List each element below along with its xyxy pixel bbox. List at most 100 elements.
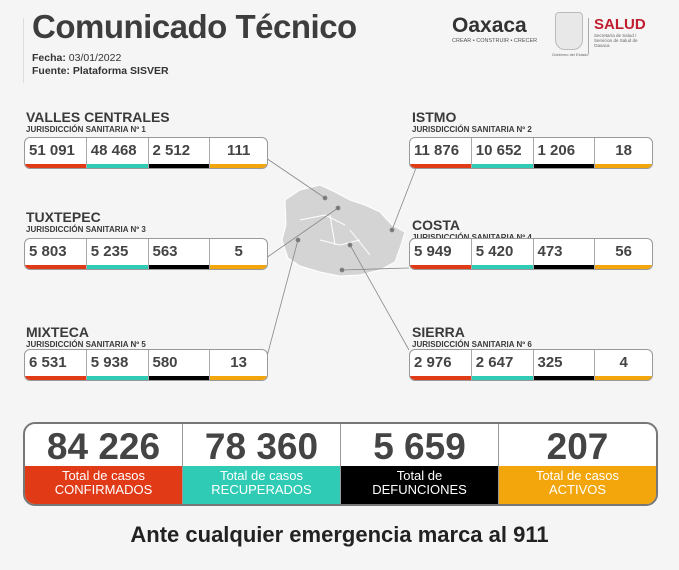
region-confirmados: 2 976 [410,350,472,380]
page-title: Comunicado Técnico [32,8,357,45]
region-name: TUXTEPEC [26,209,101,225]
state-shape [281,184,406,277]
region-confirmados: 5 803 [25,239,87,269]
stat-value: 2 976 [414,354,452,371]
region-defunciones: 563 [148,239,211,269]
total-label-line1: Total de casos [61,468,146,483]
region-confirmados: 51 091 [25,138,87,168]
recuperados-bar [471,164,533,168]
confirmados-bar [410,376,471,380]
activos-bar [210,376,267,380]
oaxaca-logo: Oaxaca CREAR • CONSTRUIR • CRECER [452,14,537,44]
salud-subtitle: Secretaría de Salud / Servicios de Salud… [594,33,638,48]
region-recuperados: 5 420 [471,239,534,269]
stat-value: 563 [152,243,178,260]
defunciones-bar [148,164,210,168]
region-stats: 2 976 2 647 325 4 [409,349,653,381]
region-stats: 5 949 5 420 473 56 [409,238,653,270]
total-label-line2: DEFUNCIONES [372,482,467,497]
activos-bar [210,265,267,269]
confirmados-bar [25,265,86,269]
total-defunciones: 5 659 Total de DEFUNCIONES [341,424,499,504]
salud-logo: SALUD Secretaría de Salud / Servicios de… [594,16,650,48]
total-value: 84 226 [46,426,161,467]
total-activos: 207 Total de casos ACTIVOS [499,424,656,504]
activos-bar [210,164,267,168]
region-jurisdiction: JURISDICCIÓN SANITARIA Nº 2 [412,125,532,134]
stat-value: 13 [230,354,247,371]
region-activos: 18 [595,138,652,168]
confirmados-bar [410,265,471,269]
stat-value: 6 531 [29,354,67,371]
total-label-line1: Total de casos [535,468,620,483]
region-stats: 6 531 5 938 580 13 [24,349,268,381]
total-label: Total de casos ACTIVOS [499,466,656,504]
defunciones-bar [148,376,210,380]
region-recuperados: 48 468 [86,138,149,168]
activos-bar [595,265,652,269]
stat-value: 5 420 [475,243,514,260]
total-label-line2: RECUPERADOS [211,482,312,497]
defunciones-bar [533,265,595,269]
region-jurisdiction: JURISDICCIÓN SANITARIA Nº 3 [26,225,146,234]
total-label-line2: ACTIVOS [548,482,607,497]
confirmados-bar [410,164,471,168]
confirmados-bar [25,376,86,380]
region-activos: 56 [595,239,652,269]
recuperados-bar [86,265,148,269]
stat-value: 56 [615,243,632,260]
region-stats: 5 803 5 235 563 5 [24,238,268,270]
oaxaca-wordmark: Oaxaca [452,14,527,37]
emergency-message: Ante cualquier emergencia marca al 911 [130,522,549,547]
total-confirmados: 84 226 Total de casos CONFIRMADOS [25,424,183,504]
defunciones-bar [533,164,595,168]
total-label-line1: Total de [396,468,443,483]
stat-value: 325 [537,354,563,371]
stat-value: 5 [234,243,243,260]
stat-value: 51 091 [29,142,75,159]
region-confirmados: 6 531 [25,350,87,380]
stat-value: 2 647 [475,354,514,371]
stat-value: 18 [615,142,632,159]
total-label-line1: Total de casos [219,468,304,483]
recuperados-bar [86,164,148,168]
recuperados-bar [471,265,533,269]
stat-value: 580 [152,354,178,371]
region-recuperados: 5 235 [86,239,149,269]
region-jurisdiction: JURISDICCIÓN SANITARIA Nº 6 [412,340,532,349]
stat-value: 4 [619,354,628,371]
defunciones-bar [533,376,595,380]
source: Fuente: Plataforma SISVER [32,65,169,77]
region-jurisdiction: JURISDICCIÓN SANITARIA Nº 5 [26,340,146,349]
stat-value: 2 512 [152,142,191,159]
escudo-caption: Gobierno del Estado [552,52,589,57]
region-jurisdiction: JURISDICCIÓN SANITARIA Nº 4 [412,233,532,242]
region-name: COSTA [412,217,460,233]
confirmados-bar [25,164,86,168]
region-confirmados: 11 876 [410,138,472,168]
recuperados-bar [471,376,533,380]
salud-wordmark: SALUD [594,16,646,33]
divider [23,18,24,83]
stat-value: 473 [537,243,563,260]
region-name: SIERRA [412,324,465,340]
total-label: Total de casos RECUPERADOS [183,466,340,504]
region-name: VALLES CENTRALES [26,109,170,125]
stat-value: 5 949 [414,243,452,260]
region-activos: 13 [210,350,267,380]
date-label: Fecha: [32,52,66,64]
region-name: MIXTECA [26,324,89,340]
stat-value: 5 235 [90,243,129,260]
total-value: 78 360 [204,426,319,467]
region-recuperados: 5 938 [86,350,149,380]
region-stats: 11 876 10 652 1 206 18 [409,137,653,169]
stat-value: 111 [226,142,251,159]
stat-value: 10 652 [475,142,522,159]
stat-value: 48 468 [90,142,137,159]
total-recuperados: 78 360 Total de casos RECUPERADOS [183,424,341,504]
date: Fecha: 03/01/2022 [32,52,121,64]
region-jurisdiction: JURISDICCIÓN SANITARIA Nº 1 [26,125,146,134]
region-confirmados: 5 949 [410,239,472,269]
date-value: 03/01/2022 [68,52,122,64]
connector-lines [265,157,417,361]
